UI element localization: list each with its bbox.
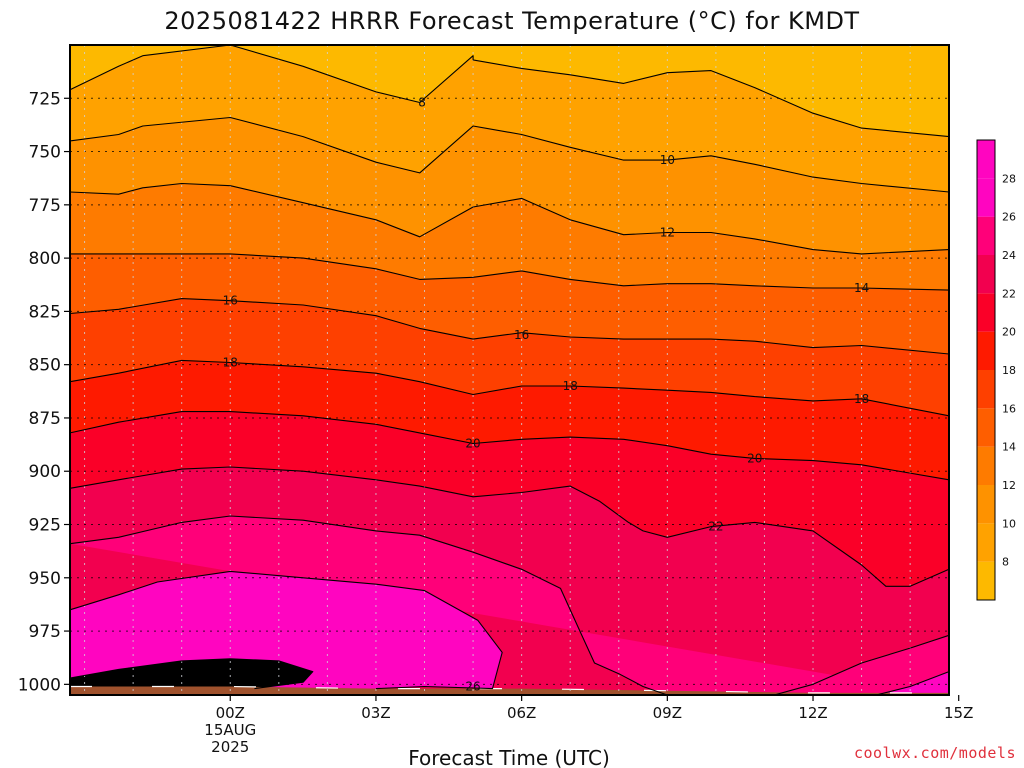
y-tick-label-750: 750 xyxy=(29,143,61,163)
contour-16 xyxy=(69,298,950,355)
colorbar-tick-20: 20 xyxy=(1002,326,1016,339)
contour-label-26: 26 xyxy=(465,679,480,693)
y-tick-label-725: 725 xyxy=(29,89,61,109)
colorbar-frame xyxy=(976,139,996,601)
colorbar-tick-26: 26 xyxy=(1002,211,1016,224)
x-tick-label: 15AUG xyxy=(204,721,256,739)
y-tick-label-950: 950 xyxy=(29,569,61,589)
contour-label-12: 12 xyxy=(660,226,675,240)
y-tick-label-1000: 1000 xyxy=(18,675,61,695)
contour-label-16: 16 xyxy=(223,294,238,308)
y-tick-label-925: 925 xyxy=(29,516,61,536)
contour-label-18: 18 xyxy=(854,392,869,406)
contour-label-20: 20 xyxy=(465,437,480,451)
terrain-edge xyxy=(70,685,949,694)
contour-label-10: 10 xyxy=(660,153,675,167)
colorbar-tick-8: 8 xyxy=(1002,556,1009,569)
colorbar-segment xyxy=(977,370,995,409)
contour-24 xyxy=(69,515,668,696)
contour-label-8: 8 xyxy=(418,96,426,110)
colorbar-segment xyxy=(977,408,995,447)
y-tick-label-850: 850 xyxy=(29,356,61,376)
colorbar-tick-24: 24 xyxy=(1002,249,1016,262)
contour-8 xyxy=(69,44,950,138)
x-tick-label: 00Z xyxy=(216,704,245,722)
colorbar-segment xyxy=(977,561,995,600)
contour-label-18: 18 xyxy=(563,379,578,393)
terrain-layer xyxy=(70,685,949,695)
x-tick-label: 2025 xyxy=(211,738,249,756)
colorbar-segment xyxy=(977,485,995,524)
y-tick-label-875: 875 xyxy=(29,409,61,429)
chart-title: 2025081422 HRRR Forecast Temperature (°C… xyxy=(164,7,859,35)
x-tick-label: 06Z xyxy=(507,704,536,722)
terrain-area xyxy=(70,686,949,695)
colorbar-tick-14: 14 xyxy=(1002,441,1016,454)
x-axis-label: Forecast Time (UTC) xyxy=(408,746,610,768)
colorbar-segment xyxy=(977,446,995,485)
plot-frame xyxy=(69,44,950,696)
colorbar-legend: 8 10 12 14 16 18 20 22 24 26 28 xyxy=(976,139,1016,601)
colorbar-tick-10: 10 xyxy=(1002,517,1016,530)
colorbar-segment xyxy=(977,293,995,332)
contour-14 xyxy=(70,253,950,291)
colorbar-tick-28: 28 xyxy=(1002,172,1016,185)
contour-lines xyxy=(69,44,950,696)
colorbar-segment xyxy=(977,140,995,179)
fill-band-26 xyxy=(876,669,949,695)
fill-band-24 xyxy=(70,516,949,695)
temperature-fill-layer xyxy=(70,45,949,695)
y-tick-label-775: 775 xyxy=(29,196,61,216)
x-tick-label: 03Z xyxy=(361,704,390,722)
contour-label-16: 16 xyxy=(514,328,529,342)
colorbar-tick-16: 16 xyxy=(1002,402,1016,415)
contour-labels: 8 10 12 14 16 16 18 18 18 20 20 22 26 xyxy=(223,96,870,694)
contour-28 xyxy=(69,658,314,690)
contour-12 xyxy=(69,182,950,255)
y-tick-label-800: 800 xyxy=(29,249,61,269)
x-tick-label: 15Z xyxy=(944,704,973,722)
contour-18 xyxy=(69,359,950,417)
y-tick-label-825: 825 xyxy=(29,302,61,322)
contour-label-18: 18 xyxy=(223,356,238,370)
contour-26 xyxy=(69,570,503,690)
colorbar-tick-22: 22 xyxy=(1002,287,1016,300)
colorbar-tick-12: 12 xyxy=(1002,479,1016,492)
contour-22 xyxy=(69,466,950,587)
x-tick-label: 12Z xyxy=(798,704,827,722)
colorbar-segment xyxy=(977,331,995,370)
contour-10 xyxy=(69,116,950,193)
x-tick-label: 09Z xyxy=(653,704,682,722)
colorbar-segment xyxy=(977,255,995,294)
colorbar-segment xyxy=(977,178,995,217)
contour-label-20: 20 xyxy=(747,451,762,465)
y-tick-label-900: 900 xyxy=(29,462,61,482)
contour-label-22: 22 xyxy=(708,520,723,534)
colorbar-segment xyxy=(977,216,995,255)
y-axis: 725 750 775 800 825 850 875 900 925 950 975 1000 xyxy=(18,89,70,695)
credit-text: coolwx.com/models xyxy=(854,744,1016,762)
colorbar-tick-18: 18 xyxy=(1002,364,1016,377)
contour-label-14: 14 xyxy=(854,281,869,295)
colorbar-segment xyxy=(977,523,995,562)
fill-band-24 xyxy=(70,633,949,695)
contour-20 xyxy=(69,411,950,481)
y-tick-label-975: 975 xyxy=(29,622,61,642)
